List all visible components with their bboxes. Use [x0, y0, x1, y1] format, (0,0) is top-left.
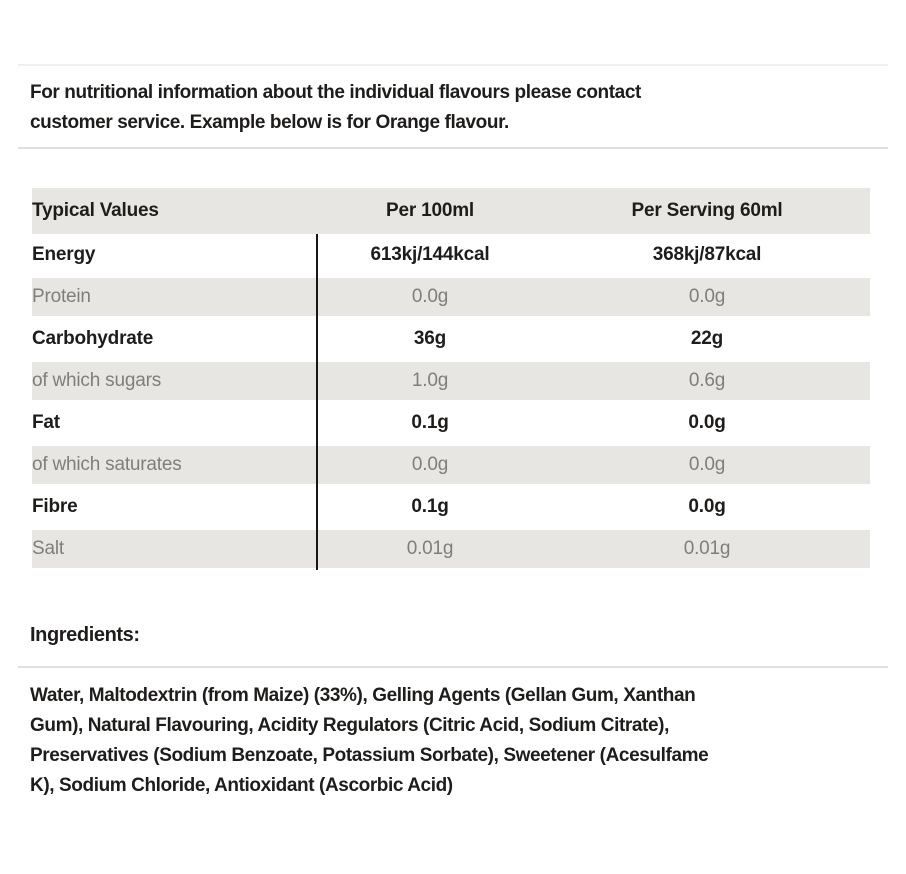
nutrition-table: Typical Values Per 100ml Per Serving 60m…: [32, 188, 870, 570]
row-value-per-100ml: 0.1g: [316, 402, 544, 444]
table-row-of-which-saturates: of which saturates 0.0g 0.0g: [32, 444, 870, 486]
header-per-serving-60ml: Per Serving 60ml: [544, 188, 870, 234]
intro-table-divider: [18, 147, 888, 149]
intro-line: For nutritional information about the in…: [30, 82, 641, 103]
table-row-protein: Protein 0.0g 0.0g: [32, 276, 870, 318]
row-value-per-100ml: 0.01g: [316, 528, 544, 570]
row-value-per-serving: 22g: [544, 318, 870, 360]
ingredients-line: Gum), Natural Flavouring, Acidity Regula…: [30, 715, 669, 736]
table-row-of-which-sugars: of which sugars 1.0g 0.6g: [32, 360, 870, 402]
row-value-per-100ml: 0.1g: [316, 486, 544, 528]
row-label: Energy: [32, 234, 316, 276]
ingredients-heading: Ingredients:: [30, 624, 140, 646]
table-row-fat: Fat 0.1g 0.0g: [32, 402, 870, 444]
intro-line: customer service. Example below is for O…: [30, 112, 509, 133]
row-value-per-serving: 0.0g: [544, 444, 870, 486]
table-header-row: Typical Values Per 100ml Per Serving 60m…: [32, 188, 870, 234]
typical-values-table: Typical Values Per 100ml Per Serving 60m…: [32, 188, 870, 570]
table-row-salt: Salt 0.01g 0.01g: [32, 528, 870, 570]
row-value-per-100ml: 36g: [316, 318, 544, 360]
header-per-100ml: Per 100ml: [316, 188, 544, 234]
row-label: Carbohydrate: [32, 318, 316, 360]
top-divider: [18, 64, 888, 66]
intro-text: For nutritional information about the in…: [30, 78, 641, 138]
ingredients-line: Preservatives (Sodium Benzoate, Potassiu…: [30, 745, 709, 766]
row-value-per-serving: 0.0g: [544, 486, 870, 528]
header-typical-values: Typical Values: [32, 188, 316, 234]
ingredients-divider: [18, 666, 888, 668]
row-value-per-100ml: 1.0g: [316, 360, 544, 402]
row-label: of which saturates: [32, 444, 316, 486]
row-value-per-100ml: 613kj/144kcal: [316, 234, 544, 276]
table-row-fibre: Fibre 0.1g 0.0g: [32, 486, 870, 528]
row-label: of which sugars: [32, 360, 316, 402]
row-value-per-serving: 0.6g: [544, 360, 870, 402]
ingredients-line: K), Sodium Chloride, Antioxidant (Ascorb…: [30, 775, 453, 796]
row-label: Fat: [32, 402, 316, 444]
table-row-energy: Energy 613kj/144kcal 368kj/87kcal: [32, 234, 870, 276]
ingredients-line: Water, Maltodextrin (from Maize) (33%), …: [30, 685, 696, 706]
row-value-per-serving: 0.0g: [544, 276, 870, 318]
row-value-per-serving: 0.01g: [544, 528, 870, 570]
table-vertical-rule: [316, 234, 318, 570]
row-label: Fibre: [32, 486, 316, 528]
row-value-per-100ml: 0.0g: [316, 444, 544, 486]
ingredients-text: Water, Maltodextrin (from Maize) (33%), …: [30, 681, 709, 801]
row-label: Protein: [32, 276, 316, 318]
row-value-per-100ml: 0.0g: [316, 276, 544, 318]
row-label: Salt: [32, 528, 316, 570]
row-value-per-serving: 368kj/87kcal: [544, 234, 870, 276]
table-row-carbohydrate: Carbohydrate 36g 22g: [32, 318, 870, 360]
row-value-per-serving: 0.0g: [544, 402, 870, 444]
